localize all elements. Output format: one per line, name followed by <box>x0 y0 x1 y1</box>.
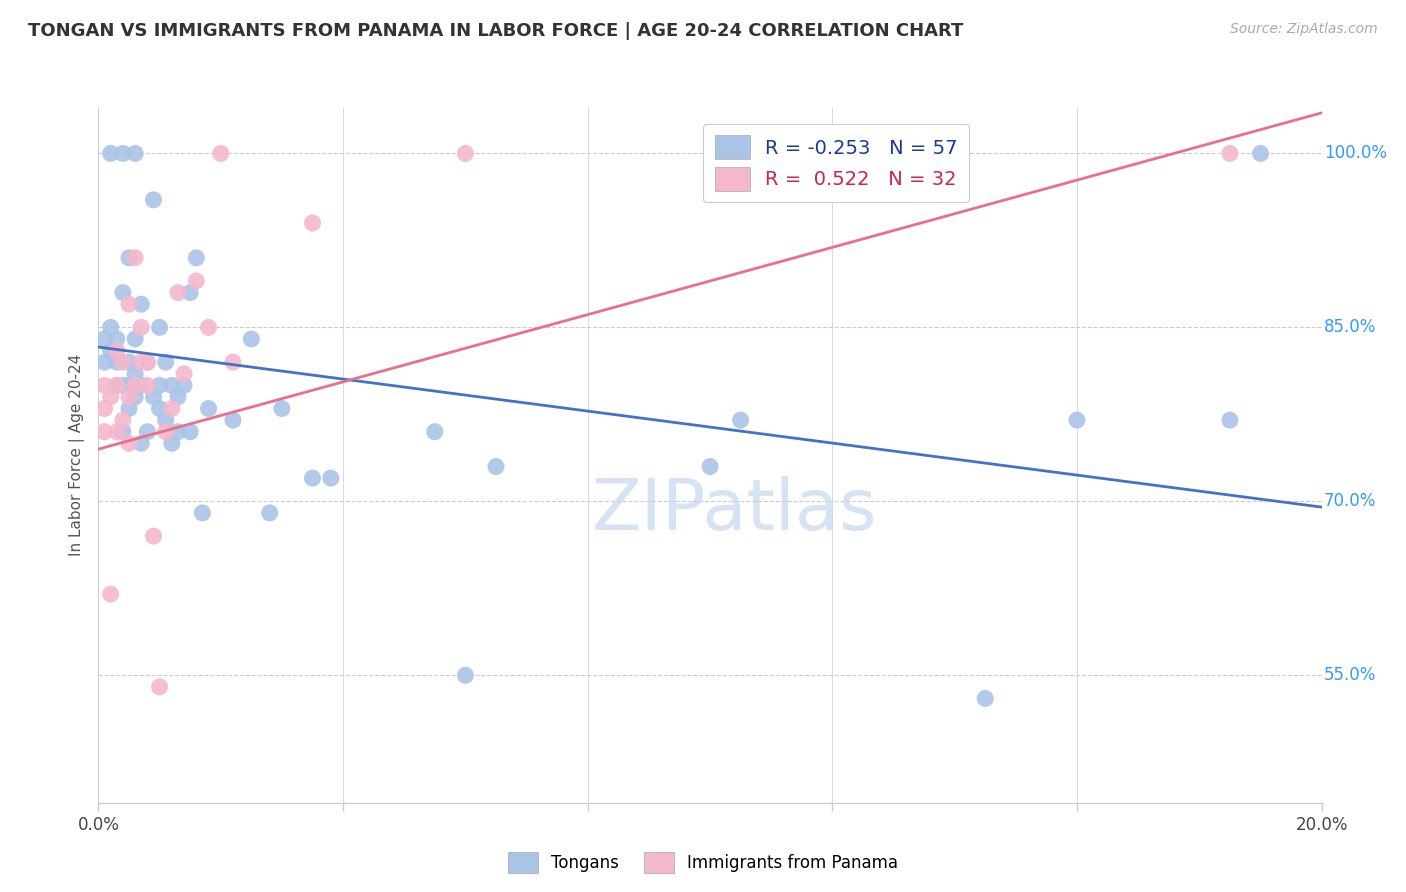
Point <box>301 471 323 485</box>
Point <box>118 378 141 392</box>
Point <box>454 146 477 161</box>
Text: TONGAN VS IMMIGRANTS FROM PANAMA IN LABOR FORCE | AGE 20-24 CORRELATION CHART: TONGAN VS IMMIGRANTS FROM PANAMA IN LABO… <box>28 22 963 40</box>
Point <box>160 401 183 416</box>
Point <box>301 216 323 230</box>
Point <box>93 332 115 346</box>
Point <box>93 425 115 439</box>
Point <box>155 425 177 439</box>
Point <box>149 320 172 334</box>
Point <box>118 251 141 265</box>
Point <box>160 378 183 392</box>
Point <box>186 274 208 288</box>
Point <box>270 401 292 416</box>
Y-axis label: In Labor Force | Age 20-24: In Labor Force | Age 20-24 <box>69 354 84 556</box>
Point <box>129 378 152 392</box>
Point <box>149 401 172 416</box>
Point <box>136 355 159 369</box>
Point <box>485 459 508 474</box>
Point <box>1066 413 1088 427</box>
Point <box>100 343 122 358</box>
Point <box>167 425 190 439</box>
Point <box>111 355 134 369</box>
Point <box>118 297 141 311</box>
Point <box>179 285 201 300</box>
Point <box>105 332 128 346</box>
Point <box>124 390 146 404</box>
Point <box>111 146 134 161</box>
Point <box>730 413 752 427</box>
Point <box>173 367 195 381</box>
Point <box>129 436 152 450</box>
Point <box>93 401 115 416</box>
Text: 55.0%: 55.0% <box>1324 666 1376 684</box>
Point <box>197 401 219 416</box>
Text: 70.0%: 70.0% <box>1324 492 1376 510</box>
Point <box>209 146 232 161</box>
Legend: Tongans, Immigrants from Panama: Tongans, Immigrants from Panama <box>501 846 905 880</box>
Point <box>222 413 245 427</box>
Point <box>136 425 159 439</box>
Point <box>118 401 141 416</box>
Point <box>222 355 245 369</box>
Legend: R = -0.253   N = 57, R =  0.522   N = 32: R = -0.253 N = 57, R = 0.522 N = 32 <box>703 124 969 202</box>
Text: ZIPatlas: ZIPatlas <box>592 476 877 545</box>
Point <box>167 390 190 404</box>
Point <box>142 529 165 543</box>
Point <box>129 355 152 369</box>
Point <box>160 436 183 450</box>
Point <box>1219 146 1241 161</box>
Point <box>259 506 281 520</box>
Point <box>105 343 128 358</box>
Point <box>173 378 195 392</box>
Point <box>167 285 190 300</box>
Point <box>240 332 263 346</box>
Point <box>136 355 159 369</box>
Point <box>136 378 159 392</box>
Point <box>105 425 128 439</box>
Point <box>129 320 152 334</box>
Point <box>100 320 122 334</box>
Point <box>454 668 477 682</box>
Point <box>186 251 208 265</box>
Text: 100.0%: 100.0% <box>1324 145 1388 162</box>
Point <box>93 378 115 392</box>
Point <box>118 390 141 404</box>
Text: 85.0%: 85.0% <box>1324 318 1376 336</box>
Point <box>179 425 201 439</box>
Point <box>124 146 146 161</box>
Point <box>100 146 122 161</box>
Point <box>118 355 141 369</box>
Point <box>100 587 122 601</box>
Point <box>149 378 172 392</box>
Point <box>111 413 134 427</box>
Point <box>155 413 177 427</box>
Point <box>149 680 172 694</box>
Point <box>1219 413 1241 427</box>
Point <box>191 506 214 520</box>
Point <box>129 297 152 311</box>
Point <box>319 471 342 485</box>
Point <box>124 367 146 381</box>
Point <box>124 251 146 265</box>
Point <box>93 355 115 369</box>
Point <box>124 378 146 392</box>
Point <box>124 332 146 346</box>
Point <box>155 355 177 369</box>
Point <box>423 425 446 439</box>
Point <box>105 355 128 369</box>
Text: Source: ZipAtlas.com: Source: ZipAtlas.com <box>1230 22 1378 37</box>
Point <box>111 285 134 300</box>
Point <box>100 390 122 404</box>
Point <box>142 193 165 207</box>
Point <box>1249 146 1271 161</box>
Point <box>111 425 134 439</box>
Point <box>111 378 134 392</box>
Point <box>105 378 128 392</box>
Point <box>142 390 165 404</box>
Point <box>699 459 721 474</box>
Point <box>974 691 997 706</box>
Point <box>118 436 141 450</box>
Point <box>197 320 219 334</box>
Point <box>105 378 128 392</box>
